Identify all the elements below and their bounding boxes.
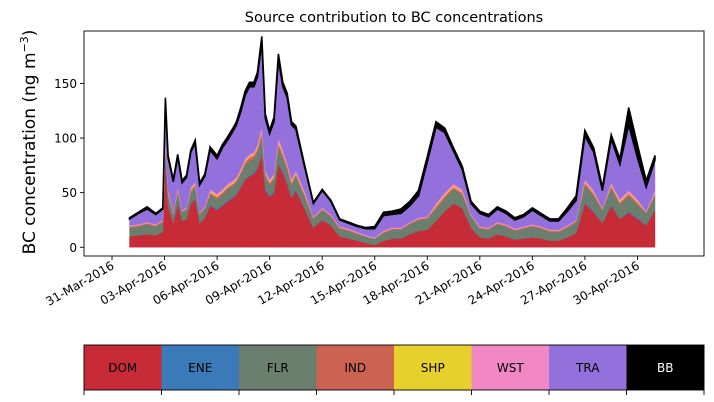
legend-label-ind: IND bbox=[344, 361, 366, 375]
legend-swatch-bb bbox=[626, 345, 705, 390]
legend-swatch-tra bbox=[549, 345, 627, 390]
legend-label-flr: FLR bbox=[267, 361, 289, 375]
y-axis-label-main: BC concentration (ng m bbox=[20, 52, 40, 254]
plot-frame bbox=[83, 30, 705, 257]
y-tick-label: 50 bbox=[62, 186, 77, 200]
y-tick-label: 0 bbox=[69, 241, 77, 255]
chart-title: Source contribution to BC concentrations bbox=[245, 10, 543, 26]
source-legend: DOM ENE FLR IND SHP WST TRA BB bbox=[83, 344, 705, 395]
y-tick-label: 100 bbox=[54, 132, 77, 146]
legend-swatch-ind bbox=[316, 345, 395, 390]
y-axis-label-exponent: −3 bbox=[18, 36, 31, 52]
legend-swatch-flr bbox=[239, 345, 317, 390]
y-axis-label-close: ) bbox=[20, 30, 40, 37]
legend-label-tra: TRA bbox=[575, 361, 600, 375]
y-axis: 0 50 100 150 bbox=[54, 77, 84, 255]
legend-swatch-wst bbox=[471, 345, 550, 390]
legend-swatch-shp bbox=[394, 345, 472, 390]
legend-label-ene: ENE bbox=[188, 361, 212, 375]
legend-swatch-ene bbox=[161, 345, 240, 390]
y-axis-label: BC concentration (ng m−3) bbox=[18, 30, 40, 255]
legend-label-wst: WST bbox=[497, 361, 524, 375]
area-bb bbox=[128, 36, 656, 230]
legend-label-bb: BB bbox=[657, 361, 673, 375]
x-axis: 31-Mar-201603-Apr-201606-Apr-201609-Apr-… bbox=[43, 256, 642, 309]
legend-label-dom: DOM bbox=[108, 361, 137, 375]
legend-swatch-dom bbox=[84, 345, 162, 390]
legend-label-shp: SHP bbox=[421, 361, 445, 375]
y-tick-label: 150 bbox=[54, 77, 77, 91]
stacked-area-series bbox=[128, 36, 656, 248]
